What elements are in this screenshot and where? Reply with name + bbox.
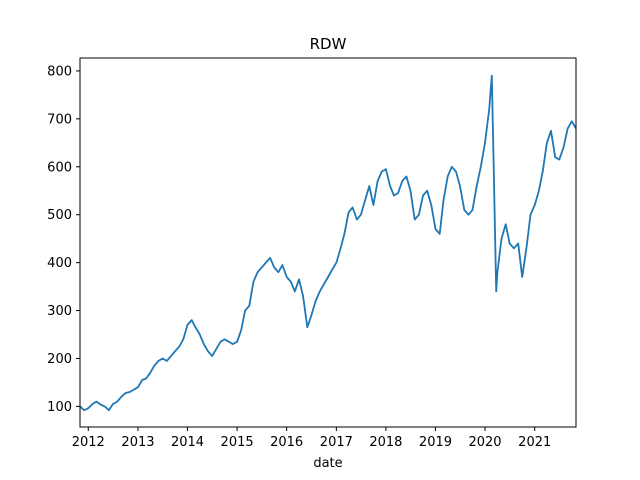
chart-title: RDW (310, 35, 347, 53)
y-tick-label: 700 (47, 112, 72, 127)
x-tick-label: 2020 (468, 435, 501, 450)
plot-frame (79, 57, 577, 428)
x-tick-label: 2021 (518, 435, 551, 450)
x-axis: 2012 2013 2014 2015 2016 2017 2018 2019 2020 2021 (72, 427, 551, 450)
x-tick-label: 2019 (419, 435, 452, 450)
y-tick-label: 300 (47, 304, 72, 319)
y-tick-label: 600 (47, 160, 72, 175)
plot-area (79, 74, 577, 412)
x-tick-label: 2018 (369, 435, 402, 450)
x-tick-label: 2016 (270, 435, 303, 450)
series-line-0 (79, 74, 577, 412)
x-tick-label: 2017 (320, 435, 353, 450)
y-axis: 100 200 300 400 500 600 700 800 (47, 64, 80, 415)
y-tick-label: 800 (47, 64, 72, 79)
x-tick-label: 2013 (121, 435, 154, 450)
x-axis-label: date (313, 456, 342, 471)
x-tick-label: 2015 (221, 435, 254, 450)
y-tick-label: 400 (47, 256, 72, 271)
x-tick-label: 2014 (171, 435, 204, 450)
x-tick-label: 2012 (72, 435, 105, 450)
y-tick-label: 500 (47, 208, 72, 223)
y-tick-label: 200 (47, 352, 72, 367)
y-tick-label: 100 (47, 400, 72, 415)
